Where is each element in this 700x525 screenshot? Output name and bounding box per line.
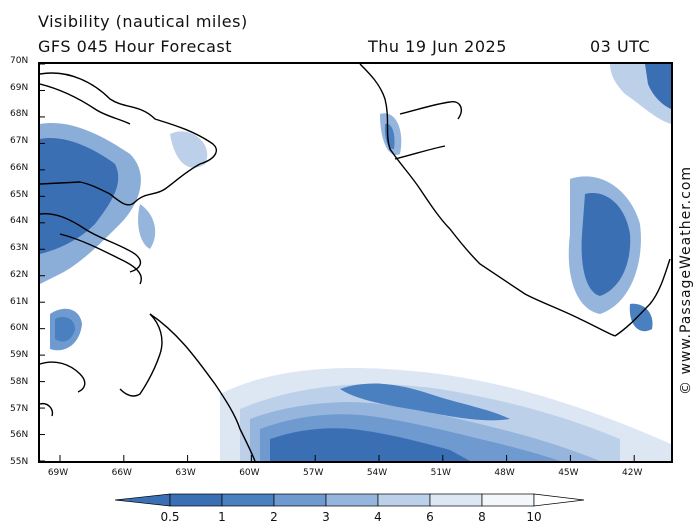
legend-swatch (429, 493, 483, 507)
lat-label: 66N (10, 162, 29, 173)
lon-label: 48W (494, 468, 515, 478)
lat-label: 58N (10, 376, 29, 387)
legend-swatch (481, 493, 535, 507)
lat-label: 68N (10, 109, 29, 120)
legend-arrow-right (533, 493, 585, 507)
legend-value-label: 8 (478, 510, 486, 524)
lon-label: 69W (47, 468, 69, 478)
lat-label: 65N (10, 189, 29, 200)
legend-swatch (325, 493, 379, 507)
visibility-map[interactable] (38, 62, 673, 463)
legend-swatch (377, 493, 431, 507)
legend-arrow-left (115, 493, 171, 507)
lat-label: 64N (10, 216, 29, 227)
lon-label: 42W (622, 468, 643, 478)
lon-label: 60W (239, 468, 260, 478)
legend-swatch (221, 493, 275, 507)
legend-value-label: 10 (526, 510, 542, 524)
lat-label: 57N (10, 403, 29, 414)
legend-value-label: 3 (322, 510, 330, 524)
lon-label: 45W (558, 468, 579, 478)
lon-label: 63W (175, 468, 196, 478)
forecast-time: 03 UTC (590, 37, 651, 56)
lon-label: 54W (366, 468, 388, 478)
lat-label: 69N (10, 82, 29, 93)
lat-label: 67N (10, 136, 29, 147)
legend-swatch (273, 493, 327, 507)
legend-value-label: 6 (426, 510, 434, 524)
legend-swatch (169, 493, 223, 507)
lon-label: 51W (430, 468, 451, 478)
lon-label: 66W (111, 468, 132, 478)
lat-label: 59N (10, 350, 29, 361)
map-canvas (40, 64, 671, 461)
legend-value-label: 1 (218, 510, 226, 524)
legend-value-label: 0.5 (160, 510, 180, 524)
lat-label: 63N (10, 243, 29, 254)
lon-label: 57W (303, 468, 324, 478)
credit-text: © www.PassageWeather.com (678, 165, 694, 395)
lat-label: 55N (10, 457, 29, 467)
legend-value-label: 4 (374, 510, 382, 524)
legend-value-label: 2 (270, 510, 278, 524)
forecast-model: GFS 045 Hour Forecast (38, 37, 233, 56)
visibility-legend (115, 493, 585, 507)
lat-ticks (40, 64, 45, 461)
lon-ticks (59, 455, 635, 461)
forecast-date: Thu 19 Jun 2025 (368, 37, 507, 56)
lat-label: 56N (10, 430, 29, 441)
lat-label: 70N (10, 56, 29, 66)
visibility-shading (40, 64, 671, 461)
lat-label: 60N (10, 323, 29, 334)
lat-label: 61N (10, 296, 29, 307)
coastlines (40, 64, 671, 461)
map-title: Visibility (nautical miles) (38, 12, 248, 31)
lat-label: 62N (10, 269, 29, 280)
